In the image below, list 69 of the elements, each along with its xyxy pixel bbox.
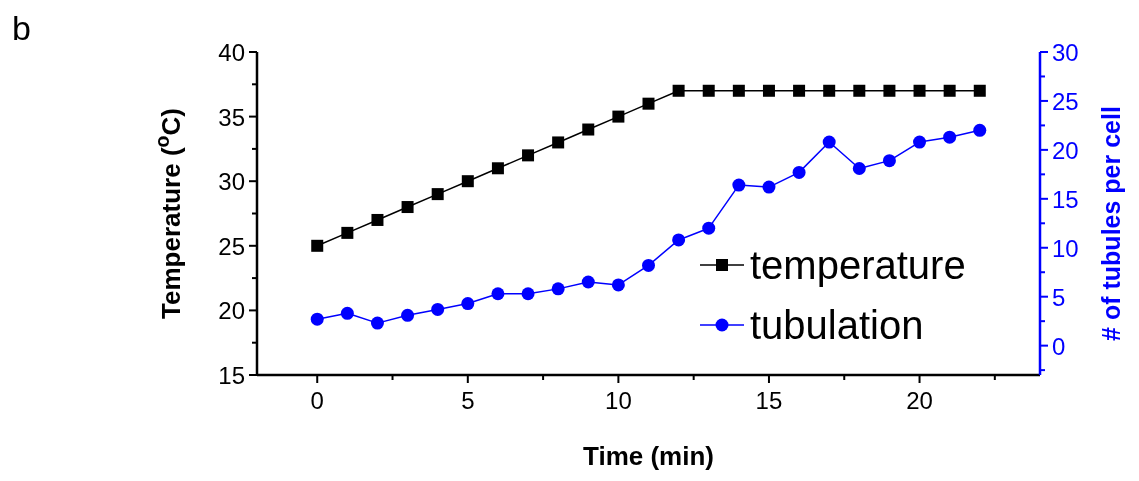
y-tick-label: 20 xyxy=(218,297,245,325)
point xyxy=(883,84,896,97)
point xyxy=(431,188,444,201)
point xyxy=(642,97,655,110)
y2-tick-label: 15 xyxy=(1052,185,1079,213)
point xyxy=(973,84,986,97)
point xyxy=(762,84,775,97)
x-tick-label: 10 xyxy=(605,387,632,414)
point xyxy=(642,258,655,272)
point xyxy=(823,84,836,97)
point xyxy=(431,302,445,316)
y2-tick-label: 25 xyxy=(1052,87,1079,115)
y-tick-label: 15 xyxy=(218,362,245,389)
point xyxy=(882,154,896,168)
point xyxy=(521,287,535,301)
y-tick-label: 35 xyxy=(218,103,245,131)
point xyxy=(913,135,927,149)
point xyxy=(461,175,474,188)
point xyxy=(552,136,565,149)
x-tick-label: 0 xyxy=(310,387,324,414)
y-tick-label: 25 xyxy=(218,232,245,260)
point xyxy=(702,221,716,235)
point xyxy=(672,233,686,247)
point xyxy=(943,130,957,144)
point xyxy=(340,306,354,320)
point xyxy=(491,162,504,175)
y2-tick-label: 10 xyxy=(1052,234,1079,262)
point xyxy=(732,178,746,192)
point xyxy=(582,123,595,136)
y2-tick-label: 0 xyxy=(1052,332,1066,360)
point xyxy=(732,84,745,97)
point xyxy=(913,84,926,97)
point xyxy=(612,110,625,123)
point xyxy=(341,226,354,239)
point xyxy=(522,149,535,162)
point xyxy=(792,165,806,179)
point xyxy=(461,297,475,311)
point xyxy=(852,161,866,175)
point xyxy=(371,213,384,226)
point xyxy=(401,201,414,214)
x-tick-label: 20 xyxy=(906,387,933,414)
point xyxy=(793,84,806,97)
y2-axis-title: # of tubules per cell xyxy=(1097,106,1125,341)
point xyxy=(943,84,956,97)
point xyxy=(370,316,384,330)
y-tick-label: 30 xyxy=(218,168,245,196)
point xyxy=(672,84,685,97)
point xyxy=(702,84,715,97)
point xyxy=(401,308,415,322)
legend-label: temperature xyxy=(750,243,966,287)
text: b xyxy=(12,9,31,47)
y2-tick-label: 5 xyxy=(1052,283,1066,311)
point xyxy=(581,275,595,289)
point xyxy=(822,135,836,149)
y2-tick-label: 20 xyxy=(1052,136,1079,164)
x-tick-label: 5 xyxy=(461,387,475,414)
point xyxy=(491,287,505,301)
legend-label: tubulation xyxy=(750,303,924,347)
point xyxy=(853,84,866,97)
x-tick-label: 15 xyxy=(755,387,783,414)
y-tick-label: 40 xyxy=(218,39,245,66)
point xyxy=(310,312,324,326)
point xyxy=(611,278,625,292)
point xyxy=(311,239,324,252)
point xyxy=(762,180,776,194)
point xyxy=(551,282,565,296)
y2-tick-label: 30 xyxy=(1052,39,1079,66)
point xyxy=(973,123,987,137)
x-axis-title: Time (min) xyxy=(583,441,714,471)
